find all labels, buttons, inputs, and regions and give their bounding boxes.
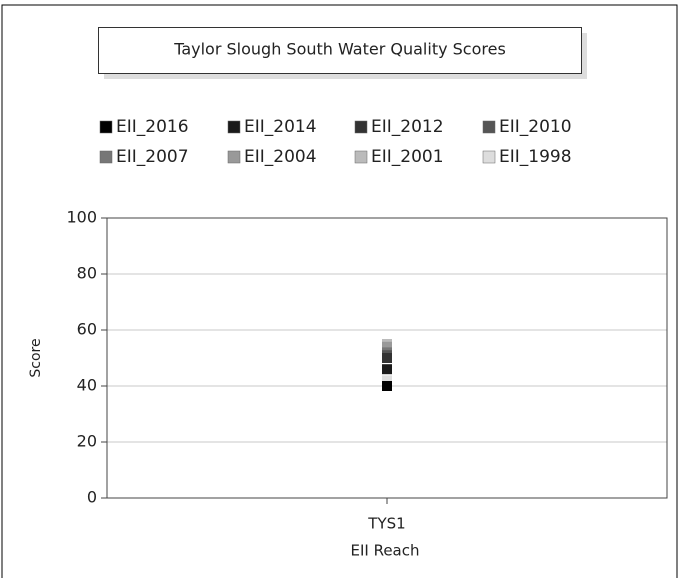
- legend-label: EII_1998: [499, 147, 572, 167]
- legend-label: EII_2016: [116, 117, 189, 137]
- legend-label: EII_2001: [371, 147, 444, 167]
- legend-swatch: [227, 120, 241, 134]
- x-tick-label: TYS1: [367, 515, 405, 533]
- y-tick-label: 20: [77, 432, 97, 451]
- point: [382, 381, 392, 391]
- x-axis-label: EII Reach: [350, 542, 419, 560]
- y-tick-label: 40: [77, 376, 97, 395]
- point: [382, 341, 392, 352]
- point: [382, 375, 392, 386]
- legend-label: EII_2010: [499, 117, 572, 137]
- y-tick-label: 80: [77, 264, 97, 283]
- y-tick-label: 60: [77, 320, 97, 339]
- point: [382, 364, 392, 375]
- point: [382, 353, 392, 363]
- legend-label: EII_2004: [244, 147, 317, 167]
- legend-swatch: [99, 150, 113, 164]
- y-tick-label: 100: [66, 208, 97, 227]
- legend-swatch: [227, 150, 241, 164]
- title-box: [98, 27, 582, 74]
- chart-title: Taylor Slough South Water Quality Scores: [173, 40, 506, 59]
- legend-swatch: [99, 120, 113, 134]
- legend-swatch: [354, 150, 368, 164]
- legend-swatch: [354, 120, 368, 134]
- legend-label: EII_2014: [244, 117, 317, 137]
- legend-swatch: [482, 150, 496, 164]
- y-tick-label: 0: [87, 488, 97, 507]
- legend-swatch: [482, 120, 496, 134]
- legend-label: EII_2007: [116, 147, 189, 167]
- legend-label: EII_2012: [371, 117, 444, 137]
- y-axis-label: Score: [28, 338, 44, 377]
- chart-frame: [1, 4, 678, 582]
